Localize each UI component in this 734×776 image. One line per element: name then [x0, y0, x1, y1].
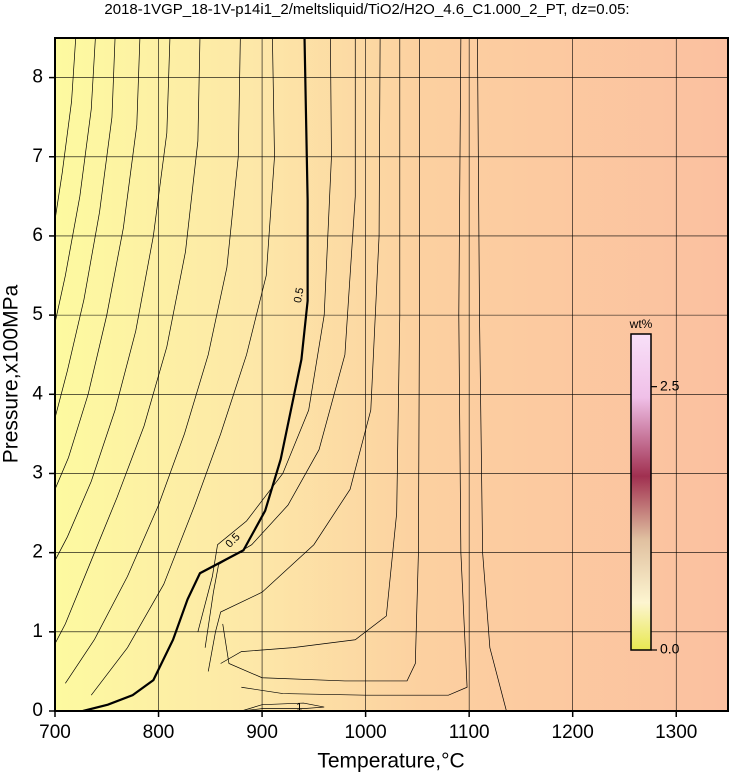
- contour-line: [241, 38, 468, 696]
- contour-line: [204, 38, 356, 648]
- x-tick-label: 700: [39, 722, 71, 743]
- contour-line: [55, 38, 141, 490]
- contour-line: [222, 38, 420, 682]
- x-tick-label: 1100: [449, 722, 490, 743]
- contour-line: [65, 38, 241, 684]
- y-tick-label: 4: [32, 383, 43, 404]
- plot-background: [55, 38, 728, 711]
- x-tick-label: 1000: [344, 722, 386, 743]
- y-tick-label: 1: [32, 621, 43, 642]
- contour-line: [55, 38, 171, 561]
- contour-line: [241, 702, 325, 711]
- plot-area: 0.50.51: [55, 38, 728, 714]
- contour-line: [90, 38, 275, 696]
- contour-line: [82, 38, 309, 711]
- plot-frame: [54, 37, 729, 712]
- y-tick-label: 5: [32, 304, 43, 325]
- x-tick-label: 1200: [552, 722, 594, 743]
- contour-line: [197, 38, 332, 632]
- y-axis-label: Pressure,x100MPa: [0, 284, 23, 463]
- x-tick-label: 900: [246, 722, 278, 743]
- colorbar: [630, 333, 652, 651]
- y-tick-label: 6: [32, 225, 43, 246]
- contour-line: [55, 38, 77, 221]
- y-tick-label: 0: [32, 700, 43, 721]
- x-axis-label: Temperature,°C: [317, 750, 464, 773]
- y-tick-label: 3: [32, 462, 43, 483]
- contour-label: 1: [296, 702, 302, 714]
- colorbar-label: wt%: [629, 317, 653, 331]
- contour-label: 0.5: [292, 287, 306, 304]
- colorbar-tick-label: 0.0: [660, 641, 680, 657]
- contour-line: [55, 38, 96, 324]
- contour-line: [477, 38, 507, 711]
- contour-line: [207, 38, 381, 672]
- contour-line: [220, 38, 401, 664]
- y-tick-label: 8: [32, 67, 43, 88]
- x-tick-label: 1300: [655, 722, 697, 743]
- chart-title: 2018-1VGP_18-1V-p14i1_2/meltsliquid/TiO2…: [104, 1, 629, 18]
- colorbar-tick-label: 2.5: [660, 377, 680, 393]
- y-tick-label: 7: [32, 146, 43, 167]
- x-tick-label: 800: [143, 722, 175, 743]
- y-tick-label: 2: [32, 542, 43, 563]
- contour-line: [55, 38, 201, 644]
- contour-line: [55, 38, 116, 419]
